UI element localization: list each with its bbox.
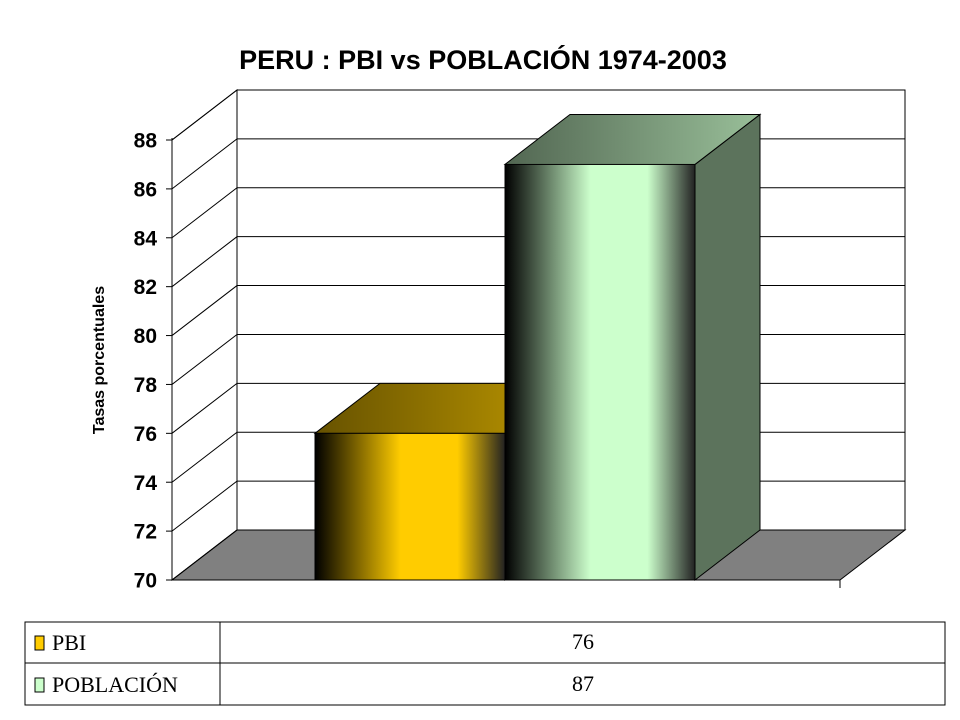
table-value: 76 bbox=[572, 629, 594, 654]
y-axis-label: Tasas porcentuales bbox=[91, 286, 108, 434]
data-table bbox=[24, 621, 946, 706]
grid-line bbox=[171, 89, 905, 141]
table-value: 87 bbox=[572, 671, 594, 696]
bar-group bbox=[503, 113, 762, 582]
y-tick-label: 84 bbox=[134, 227, 158, 250]
bar-top-shade bbox=[505, 114, 760, 165]
legend-swatch bbox=[34, 635, 45, 651]
y-tick-label: 74 bbox=[134, 472, 158, 495]
chart-title: PERU : PBI vs POBLACIÓN 1974-2003 bbox=[239, 44, 727, 75]
bar-side-shade bbox=[695, 114, 760, 580]
y-tick-label: 72 bbox=[134, 521, 157, 544]
y-tick-label: 76 bbox=[134, 423, 157, 446]
y-tick-label: 80 bbox=[134, 325, 157, 348]
y-tick-label: 70 bbox=[134, 570, 157, 593]
y-tick-label: 88 bbox=[134, 130, 158, 153]
bar bbox=[504, 163, 696, 581]
legend-swatch bbox=[34, 677, 45, 693]
y-tick-label: 78 bbox=[134, 374, 158, 397]
legend-label: POBLACIÓN bbox=[52, 672, 178, 697]
bar bbox=[314, 432, 506, 581]
legend-label: PBI bbox=[52, 630, 86, 655]
y-tick-label: 82 bbox=[134, 276, 157, 299]
y-tick-label: 86 bbox=[134, 178, 157, 201]
